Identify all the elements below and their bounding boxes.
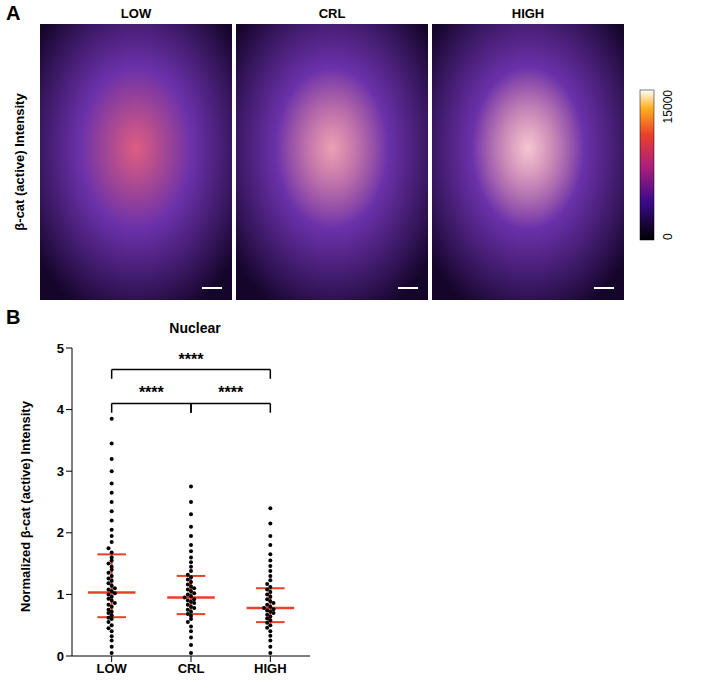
html-text:B: B [6, 306, 21, 328]
svg-text:****: **** [179, 351, 205, 368]
svg-text:HIGH: HIGH [512, 6, 545, 21]
svg-text:HIGH: HIGH [254, 661, 287, 676]
svg-text:0: 0 [661, 233, 675, 240]
html-text:Nuclear: Nuclear [169, 320, 221, 336]
svg-text:3: 3 [57, 464, 64, 479]
svg-text:2: 2 [57, 525, 64, 540]
svg-text:CRL: CRL [178, 661, 205, 676]
svg-text:LOW: LOW [97, 661, 128, 676]
svg-text:CRL: CRL [319, 6, 346, 21]
svg-text:β-cat (active) Intensity: β-cat (active) Intensity [12, 93, 27, 231]
svg-text:15000: 15000 [661, 90, 675, 124]
svg-text:****: **** [139, 384, 165, 401]
svg-text:4: 4 [57, 402, 65, 417]
svg-text:LOW: LOW [121, 6, 152, 21]
svg-text:0: 0 [57, 649, 64, 664]
svg-text:1: 1 [57, 587, 64, 602]
svg-text:****: **** [218, 384, 244, 401]
svg-text:5: 5 [57, 342, 64, 356]
svg-text:Normalized β-cat (active) Inte: Normalized β-cat (active) Intensity [18, 400, 33, 612]
svg-text:A: A [6, 2, 20, 24]
